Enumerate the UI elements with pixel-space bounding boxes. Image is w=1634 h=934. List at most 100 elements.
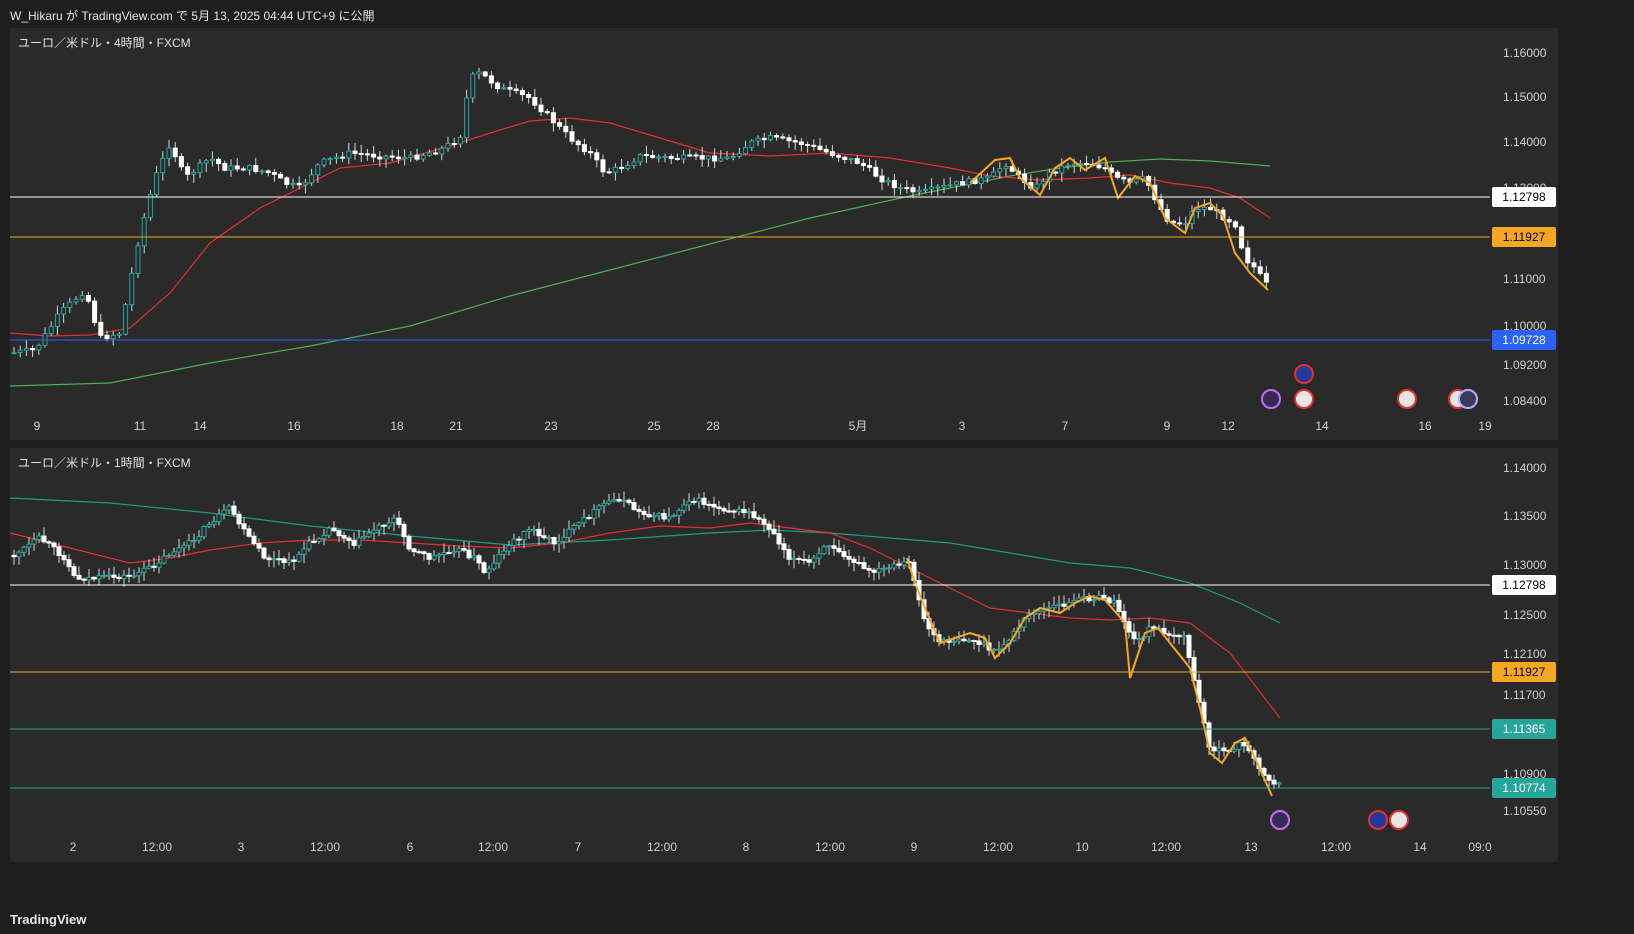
pane-title: ユーロ／米ドル・1時間・FXCM [18,456,191,470]
candle-body [253,164,259,172]
candle-body [276,558,282,561]
candle-body [651,515,657,518]
candle-body [726,510,732,513]
candle-body [11,554,17,558]
candle-body [31,539,37,545]
candle-body [391,517,397,524]
candle-body [631,502,637,511]
publish-header: W_Hikaru が TradingView.com で 5月 13, 2025… [0,0,1634,28]
candle-body [550,112,556,124]
candle-body [511,538,517,547]
candle-body [674,157,680,160]
price-badge [1492,227,1556,247]
candle-body [116,333,122,336]
candle-body [206,523,212,528]
candle-body [817,145,823,150]
candle-body [741,508,747,514]
candle-body [780,136,786,139]
candle-body [488,75,494,84]
candle-body [854,158,860,164]
candle-body [860,162,866,167]
candle-body [1266,774,1272,781]
candle-body [826,545,832,548]
candle-body [21,546,27,553]
y-tick-label: 1.11700 [1503,688,1546,702]
chart-pane-4h[interactable]: ユーロ／米ドル・4時間・FXCM 1.16000 1.15000 1.14000 1.… [10,28,1558,440]
candle-body [829,151,835,156]
y-tick-label: 1.08400 [1503,394,1547,408]
candle-body [56,546,62,557]
candle-body [831,545,837,549]
candle-body [371,153,377,158]
candle-body [976,640,982,645]
x-tick-label: 28 [706,419,720,433]
candle-body [1115,171,1121,178]
candle-body [991,171,997,177]
candle-body [486,568,492,573]
candle-body [457,137,463,145]
x-tick-label: 9 [911,840,918,854]
candle-body [356,537,362,546]
candle-body [402,156,408,160]
chart-canvas-4h[interactable]: 1.160001.150001.140001.130001.120001.110… [10,28,1558,440]
candle-body [696,497,702,503]
candle-body [26,543,32,548]
candle-body [466,549,472,559]
candle-body [1053,171,1059,174]
candle-body [606,500,612,504]
candle-body [896,563,902,566]
candle-body [842,156,848,160]
candle-body [724,156,730,159]
candle-body [796,557,802,560]
candle-body [147,194,153,219]
candle-body [1251,262,1257,268]
chart-pane-1h[interactable]: ユーロ／米ドル・1時間・FXCM 1.14000 1.13500 1.13000 1.… [10,448,1558,862]
candle-body [278,173,284,179]
moving-average-long [10,158,1271,387]
candle-body [1116,599,1122,612]
x-tick-label: 14 [1315,419,1329,433]
candle-body [408,154,414,158]
x-tick-label: 09:0 [1468,840,1492,854]
candle-body [781,543,787,551]
x-tick-label: 7 [1062,419,1069,433]
candle-body [1241,742,1247,747]
price-badge [1492,778,1556,798]
candle-body [228,165,234,171]
x-tick-label: 11 [134,419,147,433]
zigzag-line [906,557,1273,797]
candle-body [953,181,959,186]
candle-body [886,567,892,570]
candle-body [792,140,798,143]
y-tick-label: 1.10900 [1503,767,1547,781]
candle-body [1263,272,1269,283]
candle-body [259,170,265,173]
candle-body [131,575,137,578]
candle-body [961,638,967,642]
candle-body [166,554,172,557]
candle-body [71,566,77,576]
candle-body [156,562,162,568]
candle-body [891,179,897,189]
candle-body [471,555,477,559]
candle-body [736,508,742,513]
candle-body [848,158,854,161]
candle-body [61,555,67,561]
candle-body [191,539,197,542]
candle-body [1040,181,1046,185]
y-tick-label: 1.11000 [1503,272,1546,286]
candle-body [146,565,152,569]
chart-canvas-1h[interactable]: 1.14000 1.13500 1.13000 1.12500 1.12100 1.117… [10,448,1558,862]
candle-body [606,171,612,174]
candle-body [241,523,247,530]
candle-body [1216,747,1222,752]
candle-body [576,522,582,526]
candle-body [135,245,141,274]
candle-body [705,155,711,160]
candle-body [581,144,587,153]
candle-body [48,325,54,335]
candle-body [821,546,827,555]
candle-body [470,73,476,99]
candle-body [386,522,392,527]
candle-body [251,535,257,545]
